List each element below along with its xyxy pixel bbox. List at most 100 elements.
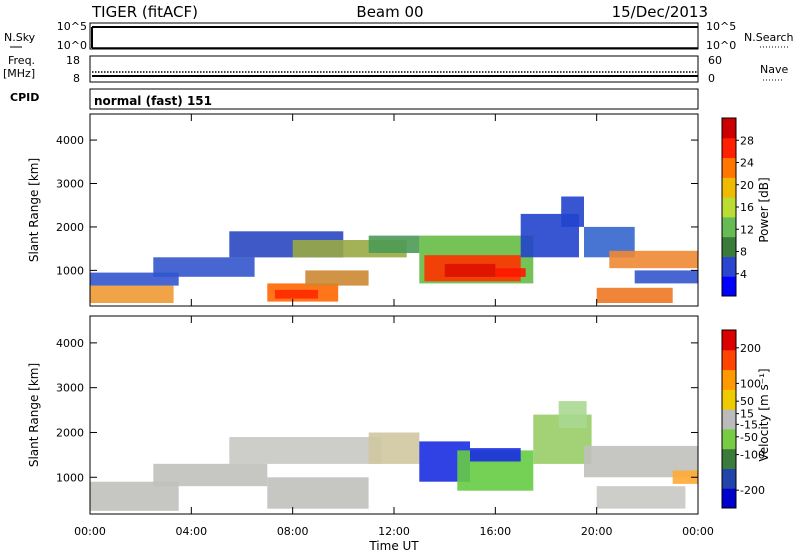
x-tick-label: 00:00 — [682, 525, 714, 538]
power-colorbar-tick-label: 8 — [740, 246, 747, 259]
power-colorbar-segment — [722, 177, 736, 198]
velocity-colorbar-tick-label: -100 — [740, 449, 765, 462]
power-ytick-label: 4000 — [56, 134, 84, 147]
x-tick-label: 08:00 — [277, 525, 309, 538]
power-colorbar-tick-label: 20 — [740, 179, 754, 192]
freq-frame — [89, 55, 699, 83]
velocity-ytick-label: 2000 — [56, 426, 84, 439]
velocity-colorbar-tick-label: 100 — [740, 377, 761, 390]
velocity-colorbar-segment — [722, 330, 736, 351]
velocity-colorbar-tick-label: 50 — [740, 395, 754, 408]
freq-left-tick-bottom: 8 — [73, 72, 80, 85]
power-colorbar-segment — [722, 276, 736, 297]
power-echo-region-11 — [444, 263, 496, 277]
power-colorbar-segment — [722, 256, 736, 277]
cpid-text: normal (fast) 151 — [94, 94, 212, 108]
power-colorbar-tick-label: 4 — [740, 268, 747, 281]
velocity-colorbar-segment — [722, 369, 736, 390]
cpid-panel: CPID normal (fast) 151 — [10, 88, 699, 110]
power-colorbar-tick-label: 24 — [740, 157, 754, 170]
date-title: 15/Dec/2013 — [612, 3, 708, 21]
x-axis-label: Time UT — [368, 539, 419, 553]
power-axis-layer: 1000 2000 3000 4000 — [56, 114, 699, 306]
x-tick-label: 16:00 — [479, 525, 511, 538]
power-frame — [89, 113, 699, 307]
velocity-ylabel: Slant Range [km] — [27, 363, 41, 467]
power-colorbar-tick-label: 12 — [740, 223, 754, 236]
nsky-right-tick-bottom: 10^0 — [706, 39, 736, 52]
power-ytick-label: 1000 — [56, 264, 84, 277]
beam-title: Beam 00 — [356, 3, 423, 21]
nsky-panel: N.Sky 10^5 10^0 10^5 10^0 N.Search — [4, 20, 794, 52]
power-colorbar-segment — [722, 236, 736, 257]
power-echo-region-17 — [596, 287, 673, 303]
power-panel: 1000 2000 3000 4000 Slant Range [km] 4 8 12 16… — [27, 113, 771, 307]
nsearch-label: N.Search — [744, 31, 794, 44]
velocity-ytick-label: 1000 — [56, 471, 84, 484]
radar-title: TIGER (fitACF) — [91, 3, 198, 21]
velocity-colorbar-segment — [722, 428, 736, 450]
nsky-left-tick-top: 10^5 — [57, 20, 87, 33]
power-echo-region-5 — [274, 289, 318, 299]
power-echo-region-0 — [90, 285, 174, 303]
power-echo-region-14 — [561, 196, 584, 227]
velocity-echo-region-0 — [90, 481, 179, 511]
velocity-data-layer — [90, 401, 698, 511]
power-echo-region-6 — [305, 270, 369, 286]
velocity-colorbar-tick-label: -15 — [740, 418, 758, 431]
nsky-label: N.Sky — [4, 31, 36, 44]
velocity-colorbar-segment — [722, 468, 736, 489]
velocity-colorbar-tick-label: 200 — [740, 342, 761, 355]
velocity-ytick-label: 4000 — [56, 337, 84, 350]
velocity-echo-region-4 — [368, 432, 420, 464]
power-ylabel: Slant Range [km] — [27, 158, 41, 262]
x-tick-label: 12:00 — [378, 525, 410, 538]
power-colorbar: 4 8 12 16 20 24 28 — [721, 117, 754, 297]
power-colorbar-tick-label: 28 — [740, 134, 754, 147]
velocity-ytick-label: 3000 — [56, 382, 84, 395]
nave-right-tick-top: 60 — [708, 54, 722, 67]
nsky-left-tick-bottom: 10^0 — [57, 39, 87, 52]
velocity-colorbar-tick-label: -50 — [740, 431, 758, 444]
cpid-frame — [89, 88, 699, 110]
nave-right-tick-bottom: 0 — [708, 72, 715, 85]
velocity-colorbar-tick-label: 15 — [740, 408, 754, 421]
velocity-echo-region-7 — [470, 448, 521, 462]
velocity-echo-region-12 — [672, 470, 698, 484]
freq-left-tick-top: 18 — [66, 54, 80, 67]
power-ytick-label: 3000 — [56, 178, 84, 191]
power-colorbar-segment — [722, 118, 736, 139]
power-echo-region-16 — [609, 250, 698, 269]
velocity-echo-region-1 — [153, 463, 268, 487]
power-colorbar-segment — [722, 197, 736, 218]
x-tick-label: 20:00 — [581, 525, 613, 538]
power-echo-region-8 — [368, 235, 420, 253]
power-echo-region-18 — [634, 270, 698, 284]
power-colorbar-segment — [722, 137, 736, 159]
cpid-label: CPID — [10, 91, 39, 104]
power-colorbar-label: Power [dB] — [757, 177, 771, 242]
velocity-colorbar-frame — [721, 329, 737, 509]
x-tick-label: 00:00 — [74, 525, 106, 538]
velocity-colorbar-tick-label: -200 — [740, 484, 765, 497]
velocity-panel: 1000 2000 3000 4000 Slant Range [km] -200 -1… — [27, 315, 771, 515]
velocity-colorbar-segment — [722, 409, 736, 430]
velocity-colorbar-segment — [722, 349, 736, 371]
power-colorbar-segment — [722, 157, 736, 178]
velocity-echo-region-11 — [596, 486, 686, 509]
x-tick-label: 04:00 — [175, 525, 207, 538]
power-data-layer — [90, 196, 698, 303]
nsky-right-tick-top: 10^5 — [706, 20, 736, 33]
velocity-echo-region-9 — [558, 401, 587, 428]
velocity-colorbar-segment — [722, 448, 736, 469]
power-colorbar-tick-label: 16 — [740, 201, 754, 214]
velocity-echo-region-2 — [229, 437, 382, 464]
nave-label: Nave — [760, 63, 788, 76]
nsky-frame — [89, 22, 699, 50]
power-echo-region-12 — [495, 268, 526, 277]
power-echo-region-2 — [153, 257, 255, 277]
velocity-echo-region-3 — [267, 477, 369, 509]
power-colorbar-segment — [722, 216, 736, 238]
freq-unit-label: [MHz] — [3, 67, 35, 80]
